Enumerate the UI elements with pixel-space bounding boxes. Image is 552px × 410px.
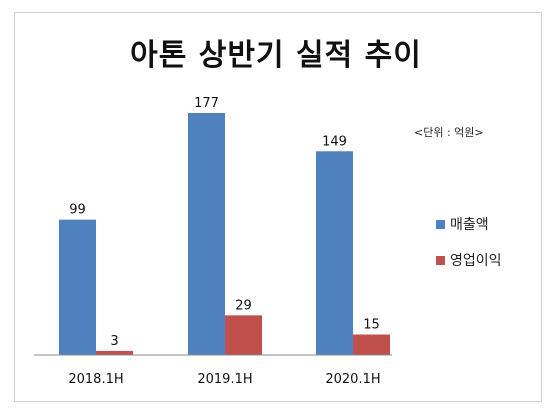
bar-sales-0 [59, 219, 96, 355]
legend-swatch-operating-profit [436, 255, 445, 265]
legend: 매출액 영업이익 [436, 214, 502, 286]
legend-item-operating-profit: 영업이익 [436, 250, 502, 270]
legend-label-sales: 매출액 [450, 217, 489, 233]
legend-swatch-sales [436, 219, 445, 229]
data-label-sales-0: 99 [69, 203, 86, 218]
chart-frame [14, 12, 542, 402]
x-tick-label-2: 2020.1H [325, 372, 380, 387]
data-label-operating-profit-0: 3 [110, 334, 118, 349]
bar-operating-profit-2 [353, 334, 390, 355]
data-label-sales-2: 149 [322, 134, 347, 149]
unit-note: <단위 : 억원> [414, 126, 484, 139]
bar-operating-profit-1 [225, 315, 262, 355]
legend-item-sales: 매출액 [436, 214, 502, 234]
data-label-operating-profit-1: 29 [235, 298, 252, 313]
chart-title: 아톤 상반기 실적 추이 [130, 38, 422, 73]
x-tick-label-1: 2019.1H [197, 372, 252, 387]
data-label-operating-profit-2: 15 [363, 317, 380, 332]
x-tick-label-0: 2018.1H [68, 372, 123, 387]
bar-sales-2 [316, 151, 353, 355]
data-label-sales-1: 177 [194, 96, 219, 111]
bar-sales-1 [188, 113, 225, 355]
legend-label-operating-profit: 영업이익 [450, 253, 502, 269]
bar-operating-profit-0 [96, 350, 133, 355]
